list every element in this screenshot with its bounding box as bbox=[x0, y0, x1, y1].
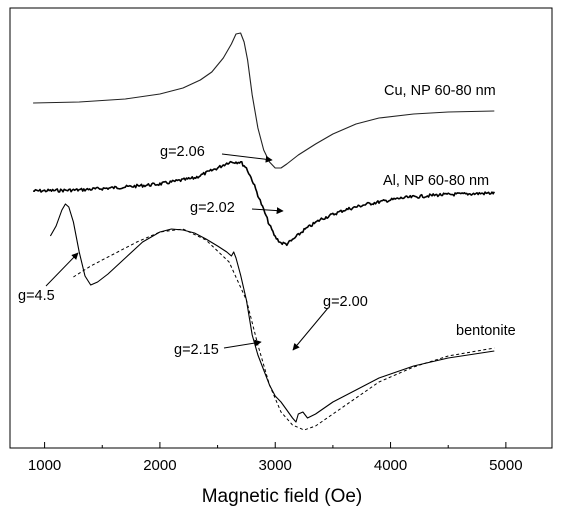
series-line-bentonite-fit bbox=[73, 228, 495, 431]
annotation-g-4.5: g=4.5 bbox=[18, 288, 55, 304]
annotation-arrow bbox=[251, 207, 284, 215]
series-line-bentonite bbox=[49, 203, 495, 423]
annotation-arrow bbox=[292, 307, 329, 351]
series-line-cu-np-60-80-nm bbox=[33, 32, 495, 169]
annotation-g-2.02: g=2.02 bbox=[190, 200, 235, 216]
series-label-cu: Cu, NP 60-80 nm bbox=[384, 83, 496, 99]
x-tick-label: 2000 bbox=[143, 457, 176, 474]
series-label-al: Al, NP 60-80 nm bbox=[383, 173, 489, 189]
x-tick-label: 5000 bbox=[489, 457, 522, 474]
series-group bbox=[32, 32, 496, 431]
annotation-g-2.06: g=2.06 bbox=[160, 144, 205, 160]
annotation-arrow bbox=[45, 252, 79, 287]
annotation-arrow bbox=[221, 153, 273, 163]
x-tick-label: 3000 bbox=[259, 457, 292, 474]
annotation-g-2.00: g=2.00 bbox=[323, 294, 368, 310]
series-label-bentonite: bentonite bbox=[456, 323, 516, 339]
annotation-arrows bbox=[45, 153, 329, 351]
plot-frame bbox=[9, 7, 553, 449]
annotation-g-2.15: g=2.15 bbox=[174, 342, 219, 358]
x-axis-title: Magnetic field (Oe) bbox=[202, 486, 363, 507]
x-tick-label: 1000 bbox=[28, 457, 61, 474]
x-tick-label: 4000 bbox=[374, 457, 407, 474]
series-line-al-np-60-80-nm bbox=[32, 160, 496, 247]
x-axis-ticks: 1000 2000 3000 4000 5000 bbox=[28, 442, 523, 474]
annotation-arrow bbox=[223, 339, 262, 349]
